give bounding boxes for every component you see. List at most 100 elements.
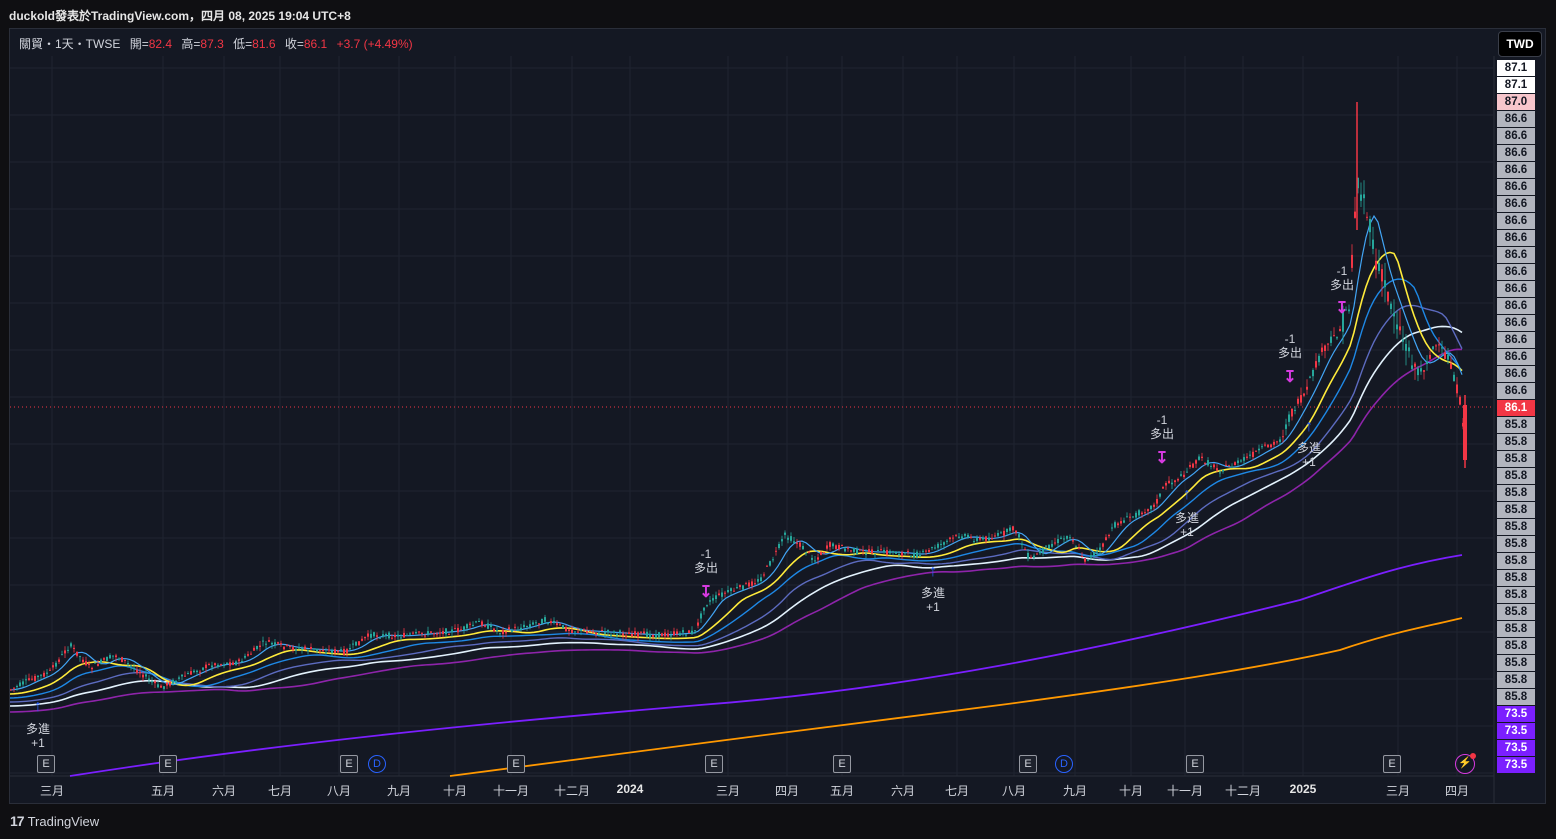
candle-body [1207, 460, 1209, 466]
candle-body [970, 536, 972, 538]
candle-body [1261, 446, 1263, 448]
candle-body [685, 634, 687, 636]
candle-body [1447, 354, 1449, 360]
candle-body [649, 633, 651, 638]
candle-body [886, 550, 888, 555]
candle-body [805, 552, 807, 554]
candle-body [1063, 538, 1065, 540]
earnings-marker[interactable]: E [1019, 755, 1037, 773]
candle-body [775, 550, 777, 552]
candle-body [259, 645, 261, 647]
candle-body [1174, 480, 1176, 483]
candle-body [1234, 462, 1236, 466]
candle-body [832, 543, 834, 547]
currency-button[interactable]: TWD [1498, 31, 1542, 57]
candle-body [466, 624, 468, 629]
candle-body [454, 628, 456, 630]
footer-brand[interactable]: 17 TradingView [10, 813, 99, 829]
candle-body [427, 631, 429, 634]
candle-body [997, 533, 999, 536]
candle-body [1213, 464, 1215, 468]
candle-body [1066, 536, 1068, 539]
candle-body [1463, 405, 1467, 460]
candle-body [25, 679, 27, 681]
earnings-marker[interactable]: E [159, 755, 177, 773]
candle-body [1291, 408, 1293, 417]
candle-body [16, 686, 18, 688]
candle-body [1033, 555, 1035, 558]
candle-body [1156, 499, 1158, 504]
candle-body [1342, 310, 1344, 332]
candle-body [838, 545, 840, 550]
time-label: 三月 [1385, 784, 1411, 798]
candle-body [607, 629, 609, 633]
earnings-marker[interactable]: E [1383, 755, 1401, 773]
candle-body [163, 686, 165, 689]
candle-body [1177, 479, 1179, 481]
candle-body [694, 630, 696, 632]
candle-body [787, 537, 789, 540]
candle-body [742, 585, 744, 590]
candle-body [1009, 527, 1011, 531]
price-label: 85.8 [1497, 604, 1535, 620]
candle-body [376, 635, 378, 637]
candle-body [1306, 386, 1308, 390]
candle-body [421, 632, 423, 634]
candle-body [190, 671, 192, 675]
bolt-icon[interactable]: ⚡ [1455, 753, 1476, 774]
dividend-marker[interactable]: D [1055, 755, 1073, 773]
symbol-title[interactable]: 關貿・1天・TWSE [19, 37, 121, 51]
sell-signal-label: -1 多出 [694, 547, 718, 575]
earnings-marker[interactable]: E [1186, 755, 1204, 773]
candle-body [127, 663, 129, 665]
candle-body [1393, 313, 1395, 317]
candle-body [169, 682, 171, 686]
candle-body [31, 678, 33, 680]
candle-body [124, 659, 126, 661]
candle-body [574, 631, 576, 633]
candle-body [1168, 480, 1170, 484]
close-value: 86.1 [303, 37, 328, 51]
candle-body [1294, 409, 1296, 411]
open-value: 82.4 [148, 37, 173, 51]
candle-body [1435, 345, 1437, 347]
earnings-marker[interactable]: E [507, 755, 525, 773]
candle-body [1090, 555, 1092, 558]
ma-line-blue [9, 278, 1463, 699]
candle-body [334, 649, 336, 653]
candle-body [520, 627, 522, 630]
candle-body [412, 632, 414, 634]
candle-body [343, 648, 345, 655]
candle-body [679, 633, 681, 636]
candle-body [268, 640, 270, 642]
candle-body [481, 621, 483, 626]
candle-body [1381, 269, 1383, 282]
candle-body [172, 679, 174, 684]
candle-body [700, 613, 702, 619]
price-label: 86.6 [1497, 264, 1535, 280]
candle-body [181, 674, 183, 677]
candle-body [43, 672, 45, 677]
candle-body [265, 643, 267, 645]
dividend-marker[interactable]: D [368, 755, 386, 773]
candle-body [1273, 441, 1275, 445]
earnings-marker[interactable]: E [37, 755, 55, 773]
candle-body [967, 534, 969, 538]
earnings-marker[interactable]: E [340, 755, 358, 773]
earnings-marker[interactable]: E [705, 755, 723, 773]
candle-body [118, 658, 120, 660]
candle-body [883, 549, 885, 553]
candle-body [1027, 552, 1029, 559]
earnings-marker[interactable]: E [833, 755, 851, 773]
candle-body [1309, 376, 1311, 378]
arrow-up-icon: ↑ [1183, 486, 1191, 503]
candle-body [1111, 527, 1113, 529]
price-label: 86.6 [1497, 315, 1535, 331]
candle-body [1045, 545, 1047, 547]
candle-body [97, 664, 99, 666]
candle-body [325, 652, 327, 654]
candle-body [688, 630, 690, 634]
caption-bar: duckold發表於TradingView.com，四月 08, 2025 19… [0, 0, 1556, 28]
time-label: 十二月 [553, 784, 591, 798]
